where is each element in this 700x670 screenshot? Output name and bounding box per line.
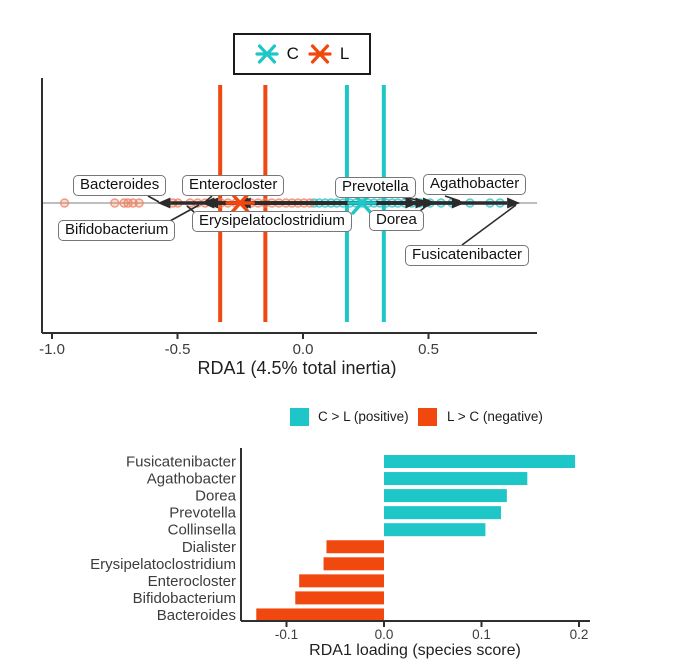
top-x-axis-title: RDA1 (4.5% total inertia) [197, 358, 397, 378]
label-leader-line [169, 204, 200, 222]
legend-label-positive: C > L (positive) [318, 409, 409, 424]
category-label-dialister: Dialister [182, 539, 236, 556]
label-leader-line [399, 196, 432, 203]
bar-x-tick-label: 0.1 [472, 627, 491, 642]
category-label-collinsella: Collinsella [168, 522, 237, 539]
category-label-prevotella: Prevotella [169, 505, 236, 522]
legend-swatch-negative [418, 408, 437, 426]
bar-bacteroides [256, 608, 384, 622]
top-legend-label-c: C [286, 44, 299, 63]
label-leader-line [186, 205, 195, 213]
bar-fusicatenibacter [384, 455, 576, 468]
label-leader-line [419, 203, 430, 212]
species-label-agathobacter: Agathobacter [423, 174, 527, 195]
bar-erysipelatoclostridium [323, 557, 384, 571]
top-x-tick-label: 0.0 [292, 341, 314, 358]
l-centroid-marker-icon [308, 44, 332, 64]
bar-collinsella [384, 523, 486, 537]
top-legend-label-l: L [339, 44, 350, 63]
bar-agathobacter [384, 472, 528, 486]
centroid-marker-l-stroke [229, 191, 251, 215]
category-label-enterocloster: Enterocloster [148, 573, 236, 590]
label-leader-line [147, 195, 160, 203]
bar-enterocloster [299, 574, 384, 588]
bar-dorea [384, 489, 507, 503]
species-arrowhead-bacteroides [157, 197, 171, 209]
top-x-tick-label: -1.0 [39, 341, 65, 358]
bottom-x-axis-title: RDA1 loading (species score) [309, 642, 521, 659]
species-arrowhead-fusicatenibacter [507, 197, 521, 209]
species-label-prevotella: Prevotella [335, 177, 416, 198]
species-label-bacteroides: Bacteroides [73, 175, 167, 196]
bar-x-tick-label: -0.1 [275, 627, 298, 642]
c-centroid-marker-icon [255, 44, 279, 64]
category-label-bacteroides: Bacteroides [157, 607, 236, 624]
top-x-tick-label: 0.5 [418, 341, 439, 358]
site-point-l [59, 198, 70, 208]
species-label-bifidobacterium: Bifidobacterium [58, 220, 176, 241]
category-label-dorea: Dorea [195, 488, 237, 505]
category-label-erysipelatoclostridium: Erysipelatoclostridium [90, 556, 236, 573]
bar-bifidobacterium [295, 591, 384, 605]
category-label-fusicatenibacter: Fusicatenibacter [126, 454, 236, 471]
label-leader-line [204, 195, 213, 203]
top-legend-item-l: L [308, 42, 349, 66]
species-label-erysipelatoclostridium: Erysipelatoclostridium [192, 211, 352, 232]
species-label-fusicatenibacter: Fusicatenibacter [405, 245, 530, 266]
species-label-dorea: Dorea [369, 210, 424, 231]
centroid-marker-l [225, 191, 255, 215]
label-leader-line [461, 204, 517, 246]
top-x-tick-label: -0.5 [164, 341, 191, 358]
top-legend: C L [233, 33, 371, 75]
bar-x-tick-label: 0.0 [375, 627, 394, 642]
bar-prevotella [384, 506, 501, 520]
category-label-bifidobacterium: Bifidobacterium [133, 590, 236, 607]
top-legend-item-c: C [255, 42, 299, 66]
species-arrowhead-enterocloster [205, 197, 219, 209]
bar-dialister [326, 540, 384, 554]
label-leader-line [444, 195, 461, 202]
legend-label-negative: L > C (negative) [447, 409, 543, 424]
bar-x-tick-label: 0.2 [570, 627, 589, 642]
species-label-enterocloster: Enterocloster [182, 175, 285, 196]
category-label-agathobacter: Agathobacter [147, 471, 236, 488]
site-point-l [134, 198, 144, 208]
legend-swatch-positive [290, 408, 309, 426]
site-point-l [110, 198, 120, 208]
